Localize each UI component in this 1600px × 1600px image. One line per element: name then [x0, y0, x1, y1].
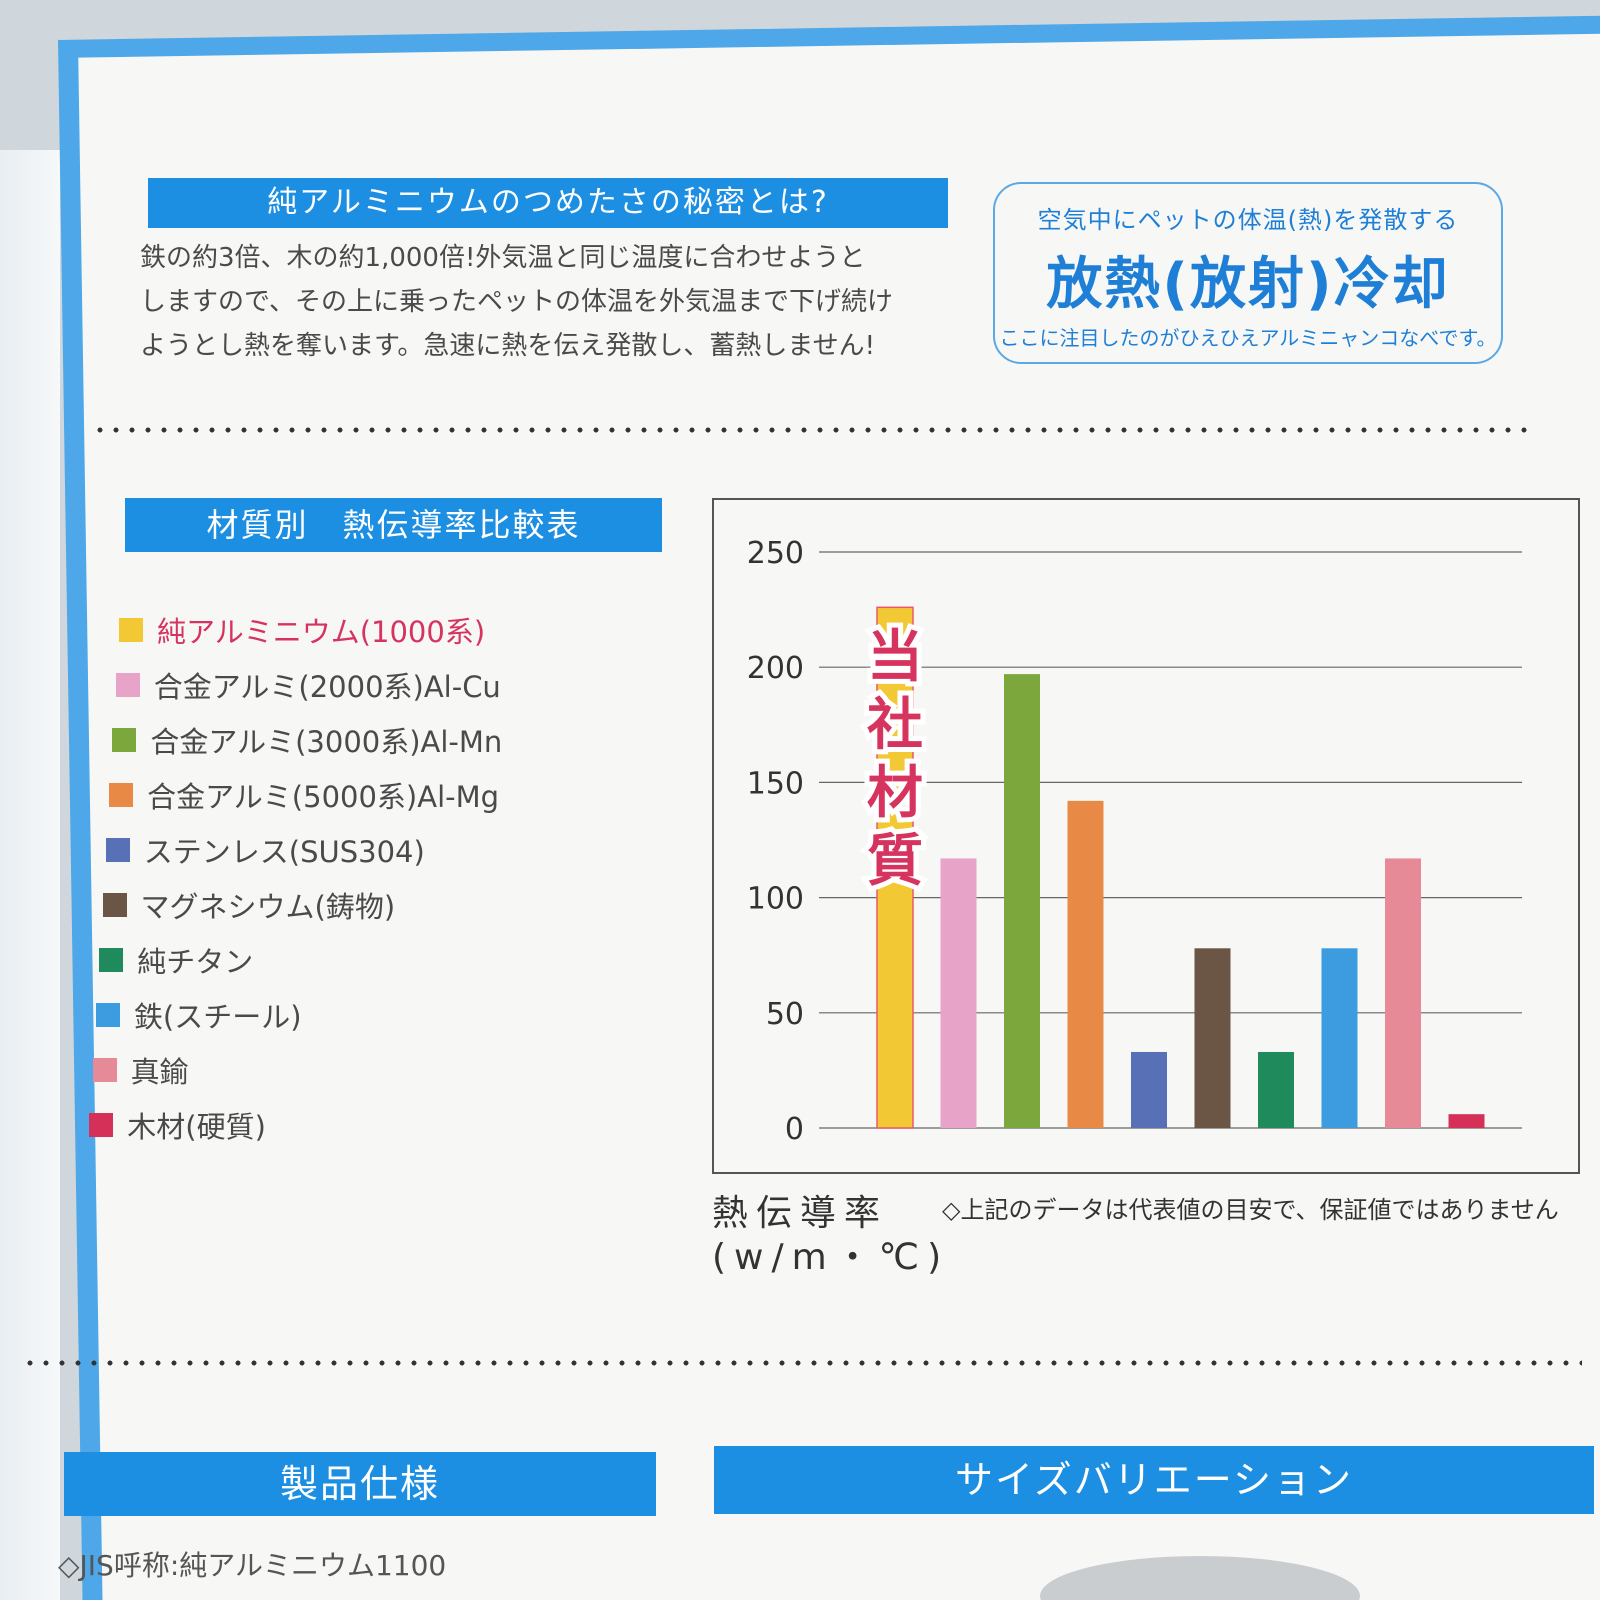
- legend-item: 木材(硬質): [89, 1097, 502, 1152]
- legend-label: 木材(硬質): [127, 1109, 266, 1144]
- chart-frame: 0 50 100 150 200 250 当社材質: [712, 498, 1580, 1174]
- legend-item: 合金アルミ(5000系)Al-Mg: [109, 767, 502, 822]
- legend-item: マグネシウム(鋳物): [102, 877, 503, 932]
- legend-label: 合金アルミ(5000系)Al-Mg: [147, 779, 500, 814]
- legend-label: 真鍮: [130, 1054, 189, 1089]
- legend-label: 純アルミニウム(1000系): [157, 614, 486, 649]
- legend-label: 純チタン: [137, 944, 254, 979]
- callout-main-text: 放熱(放射)冷却: [1046, 252, 1450, 317]
- secret-description: 鉄の約3倍、木の約1,000倍!外気温と同じ温度に合わせようと しますので、その…: [140, 236, 970, 368]
- highlight-label-char: 当: [867, 625, 923, 690]
- callout-bottom-text: ここに注目したのがひえひえアルミニャンコなべです。: [999, 326, 1497, 350]
- legend-item: 純チタン: [99, 932, 502, 987]
- y-tick-label: 200: [747, 651, 804, 686]
- chart-legend: 純アルミニウム(1000系) 合金アルミ(2000系)Al-Cu 合金アルミ(300…: [85, 602, 502, 1152]
- y-tick-label: 100: [747, 882, 804, 917]
- spec-line: ◇JIS呼称:純アルミニウム1100: [58, 1549, 447, 1582]
- bar: [876, 606, 914, 1129]
- legend-swatch: [99, 947, 124, 972]
- legend-item: 真鍮: [92, 1042, 503, 1097]
- bar: [1004, 674, 1040, 1128]
- legend-label: 合金アルミ(3000系)Al-Mn: [150, 724, 503, 759]
- secret-line: ようとし熱を奪います。急速に熱を伝え発散し、蓄熱しません!: [140, 331, 876, 361]
- table-heading: 材質別 熱伝導率比較表: [125, 498, 662, 552]
- y-axis-label-line: 熱伝導率: [712, 1193, 889, 1234]
- legend-item: 鉄(スチール): [95, 987, 502, 1042]
- secret-line: 鉄の約3倍、木の約1,000倍!外気温と同じ温度に合わせようと: [140, 243, 866, 273]
- legend-swatch: [119, 617, 143, 642]
- bar: [1194, 948, 1231, 1128]
- secret-heading: 純アルミニウムのつめたさの秘密とは?: [148, 178, 948, 228]
- legend-item: ステンレス(SUS304): [105, 822, 503, 877]
- legend-swatch: [102, 892, 127, 917]
- background-left: [0, 150, 60, 1600]
- legend-item: 合金アルミ(2000系)Al-Cu: [115, 657, 503, 712]
- legend-label: ステンレス(SUS304): [143, 834, 425, 869]
- bar: [1385, 858, 1421, 1128]
- bar: [1448, 1114, 1485, 1128]
- specs-heading: 製品仕様: [64, 1452, 656, 1516]
- legend-swatch: [115, 672, 140, 697]
- legend-label: 合金アルミ(2000系)Al-Cu: [153, 669, 501, 704]
- legend-swatch: [92, 1057, 117, 1082]
- y-tick-label: 50: [766, 997, 804, 1032]
- cooling-callout: 空気中にペットの体温(熱)を発散する 放熱(放射)冷却 ここに注目したのがひえひ…: [993, 182, 1503, 364]
- bar: [940, 858, 977, 1128]
- sizes-heading: サイズバリエーション: [714, 1446, 1594, 1514]
- legend-swatch: [95, 1002, 120, 1027]
- highlight-label-char: 質: [867, 829, 923, 894]
- legend-swatch: [109, 782, 134, 807]
- bar: [1067, 800, 1104, 1128]
- y-tick-label: 150: [747, 766, 804, 801]
- secret-line: しますので、その上に乗ったペットの体温を外気温まで下げ続け: [140, 287, 893, 317]
- highlight-label-char: 社: [867, 693, 923, 758]
- legend-swatch: [89, 1112, 114, 1137]
- bar: [1258, 1051, 1294, 1128]
- callout-top-text: 空気中にペットの体温(熱)を発散する: [1037, 206, 1459, 234]
- legend-item: 合金アルミ(3000系)Al-Mn: [112, 712, 502, 767]
- highlight-label-char: 材: [867, 761, 923, 826]
- y-tick-label: 250: [747, 536, 804, 571]
- legend-swatch: [112, 727, 137, 752]
- bar: [1321, 948, 1358, 1128]
- y-axis-label-line: (w/m・℃): [712, 1237, 950, 1278]
- legend-label: 鉄(スチール): [133, 999, 302, 1034]
- legend-item: 純アルミニウム(1000系): [119, 602, 502, 657]
- y-tick-label: 0: [785, 1112, 804, 1147]
- dotted-divider: [92, 427, 1532, 433]
- data-note: ◇上記のデータは代表値の目安で、保証値ではありません: [942, 1196, 1559, 1224]
- legend-label: マグネシウム(鋳物): [140, 889, 396, 924]
- bar: [1131, 1051, 1167, 1128]
- legend-swatch: [105, 837, 130, 862]
- y-axis-label: 熱伝導率 (w/m・℃): [712, 1192, 949, 1280]
- dotted-divider: [22, 1360, 1582, 1366]
